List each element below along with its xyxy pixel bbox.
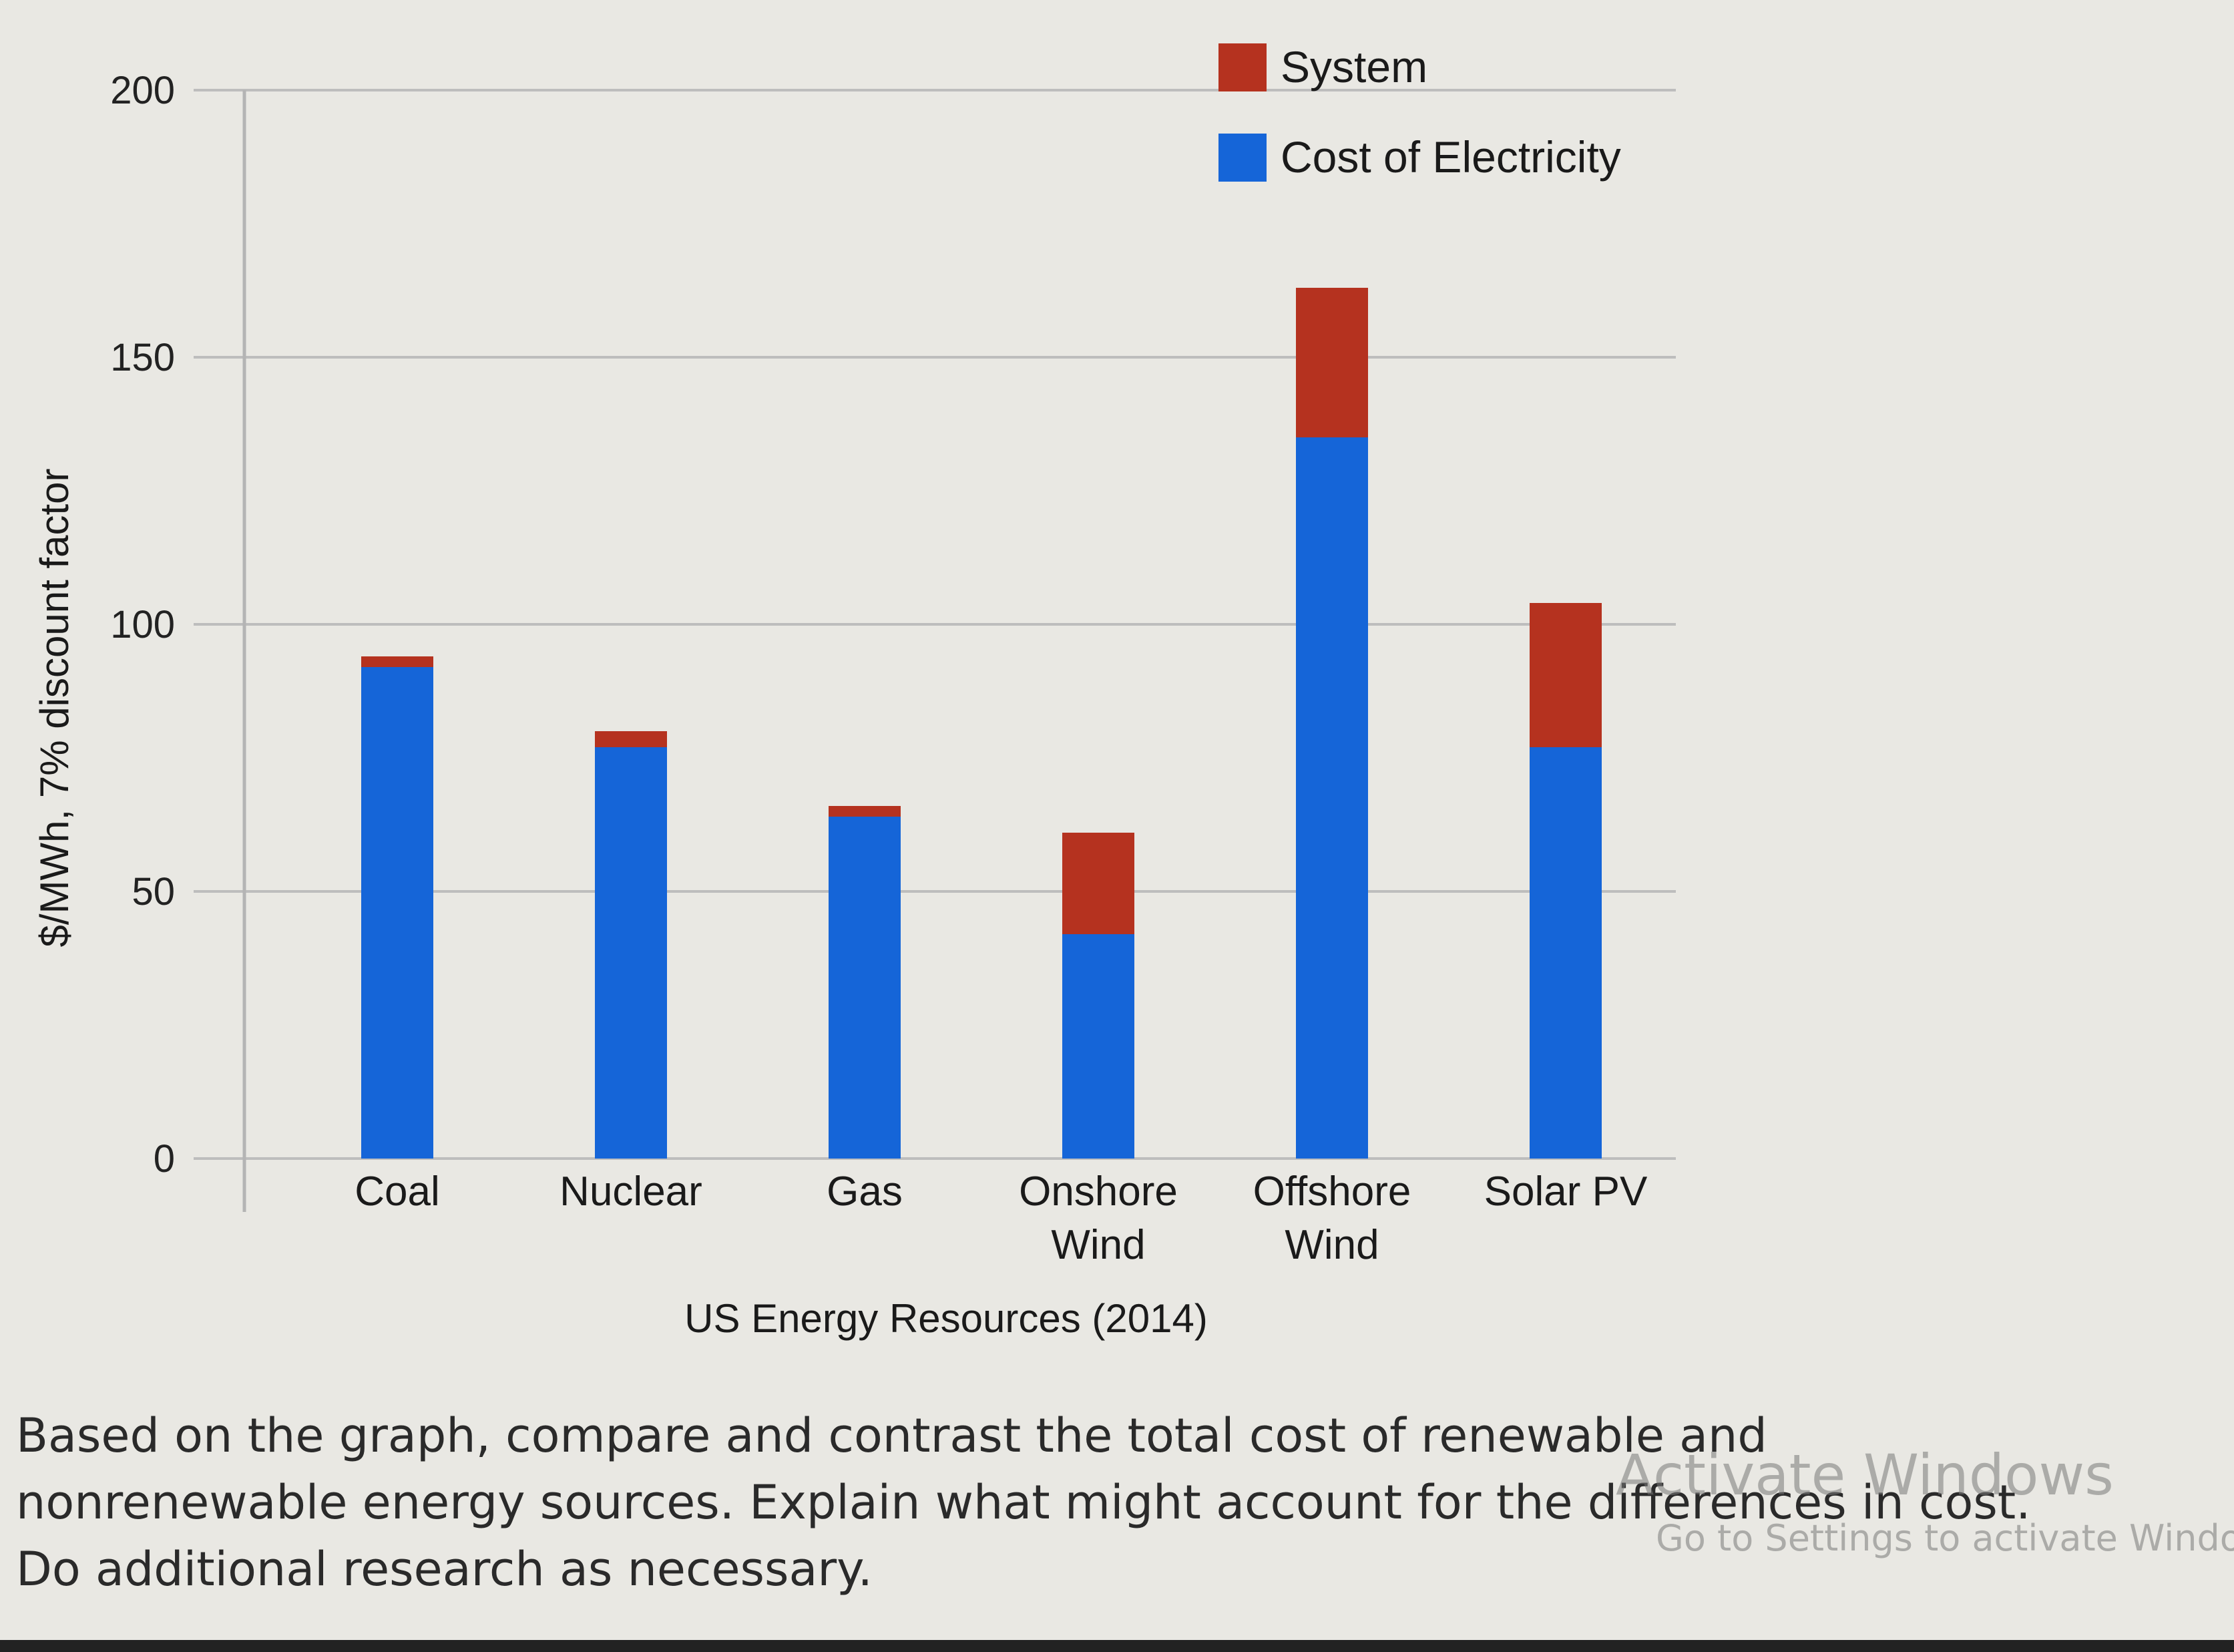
- bar-offshore-wind-series-1: [1296, 288, 1368, 437]
- x-axis-title: US Energy Resources (2014): [684, 1296, 1208, 1341]
- question-line-3: Do additional research as necessary.: [16, 1542, 873, 1597]
- x-category-labels: Coal Nuclear Gas Onshore Wind Offshore Wind Sol…: [355, 1169, 1648, 1268]
- bar-solar-pv-series-1: [1530, 603, 1602, 747]
- y-tick-label-50: 50: [132, 870, 175, 913]
- stacked-bar-chart: 0 50 100 150 200 Coal Nuclear Gas Onshore Wind Of…: [32, 42, 1676, 1341]
- x-tick-label-1-0: Nuclear: [560, 1169, 702, 1215]
- bar-onshore-wind-series-1: [1062, 833, 1134, 934]
- bar-solar-pv-series-0: [1530, 747, 1602, 1159]
- activate-windows-subtitle: Go to Settings to activate Windows.: [1656, 1517, 2234, 1559]
- y-tick-label-0: 0: [154, 1137, 175, 1181]
- legend-swatch-1: [1218, 134, 1267, 182]
- bar-nuclear-series-0: [595, 747, 667, 1159]
- bar-coal-series-1: [361, 656, 433, 667]
- question-text: Based on the graph, compare and contrast…: [16, 1402, 2219, 1603]
- y-tick-label-200: 200: [110, 69, 175, 112]
- activate-windows-watermark: Activate Windows: [1616, 1442, 2114, 1508]
- bar-offshore-wind-series-0: [1296, 437, 1368, 1159]
- gridlines: [194, 89, 1676, 1160]
- y-tick-label-150: 150: [110, 336, 175, 379]
- x-tick-label-4-1: Wind: [1285, 1222, 1379, 1268]
- x-tick-label-4-0: Offshore: [1253, 1169, 1411, 1215]
- x-tick-label-2-0: Gas: [827, 1169, 903, 1215]
- x-tick-label-3-1: Wind: [1051, 1222, 1145, 1268]
- y-axis-title: $/MWh, 7% discount factor: [32, 469, 77, 948]
- question-line-2: nonrenewable energy sources. Explain wha…: [16, 1475, 2031, 1530]
- screen-bottom-edge: [0, 1640, 2234, 1652]
- legend-label-1: Cost of Electricity: [1281, 132, 1621, 182]
- bar-coal-series-0: [361, 667, 433, 1159]
- question-line-1: Based on the graph, compare and contrast…: [16, 1408, 1767, 1463]
- bars: [361, 288, 1602, 1159]
- y-tick-label-100: 100: [110, 603, 175, 646]
- y-tick-labels: 0 50 100 150 200: [110, 69, 175, 1181]
- x-tick-label-0-0: Coal: [355, 1169, 440, 1215]
- legend-swatch-0: [1218, 43, 1267, 91]
- bar-onshore-wind-series-0: [1062, 934, 1134, 1159]
- legend: System Cost of Electricity: [1218, 42, 1621, 182]
- x-tick-label-3-0: Onshore: [1019, 1169, 1178, 1215]
- legend-label-0: System: [1281, 42, 1427, 91]
- x-tick-label-5-0: Solar PV: [1484, 1169, 1648, 1215]
- bar-gas-series-0: [829, 817, 901, 1159]
- bar-nuclear-series-1: [595, 731, 667, 747]
- bar-gas-series-1: [829, 806, 901, 817]
